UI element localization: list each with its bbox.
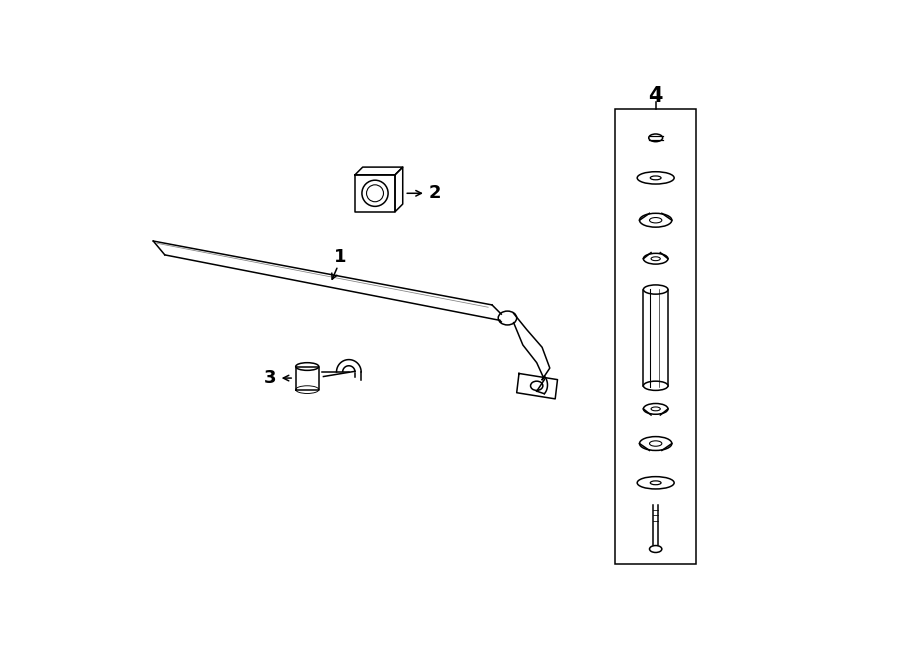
Ellipse shape — [650, 545, 662, 553]
Bar — [616, 108, 696, 564]
Ellipse shape — [649, 134, 662, 141]
Ellipse shape — [644, 285, 668, 294]
Ellipse shape — [499, 311, 517, 325]
Text: 1: 1 — [334, 248, 346, 266]
Text: 2: 2 — [428, 184, 441, 202]
Ellipse shape — [637, 477, 674, 489]
Text: 3: 3 — [264, 369, 276, 387]
Ellipse shape — [637, 172, 674, 184]
Ellipse shape — [644, 253, 668, 264]
Ellipse shape — [644, 403, 668, 414]
Text: 4: 4 — [648, 86, 663, 106]
Ellipse shape — [640, 214, 671, 227]
Ellipse shape — [644, 381, 668, 391]
Ellipse shape — [296, 363, 319, 370]
Ellipse shape — [640, 437, 671, 450]
